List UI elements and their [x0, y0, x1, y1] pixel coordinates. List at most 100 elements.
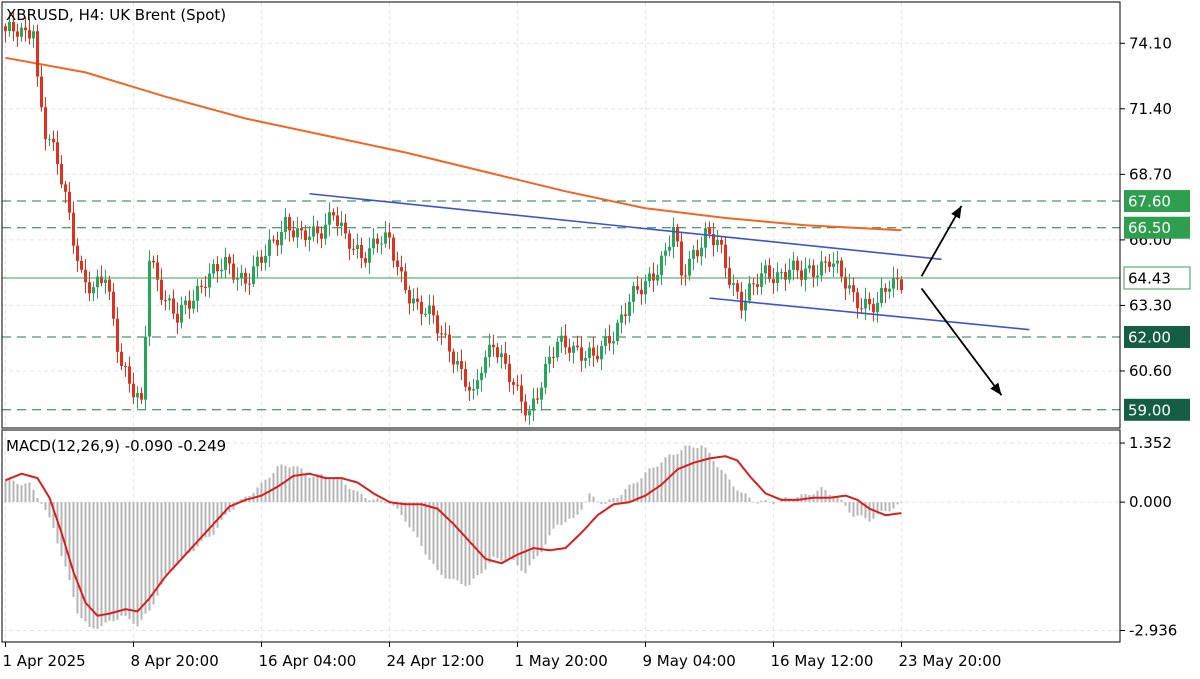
candle[interactable] [772, 267, 775, 294]
candle[interactable] [372, 228, 375, 255]
candle[interactable] [736, 279, 739, 300]
candle[interactable] [476, 369, 479, 396]
candle[interactable] [196, 279, 199, 313]
candle[interactable] [16, 23, 19, 47]
candle[interactable] [348, 229, 351, 261]
candle[interactable] [828, 254, 831, 273]
candle[interactable] [552, 347, 555, 369]
candle[interactable] [356, 233, 359, 259]
candle[interactable] [384, 221, 387, 248]
price-panel[interactable] [2, 10, 1120, 425]
candle[interactable] [632, 281, 635, 314]
candle[interactable] [532, 387, 535, 422]
candle[interactable] [184, 296, 187, 315]
candle[interactable] [324, 213, 327, 245]
candle[interactable] [160, 268, 163, 306]
candle[interactable] [116, 307, 119, 364]
candle[interactable] [684, 264, 687, 286]
candle[interactable] [620, 305, 623, 334]
candle[interactable] [104, 269, 107, 294]
candle[interactable] [124, 362, 127, 377]
candle[interactable] [24, 17, 27, 42]
candle[interactable] [32, 25, 35, 48]
candle[interactable] [212, 259, 215, 278]
candle[interactable] [844, 267, 847, 300]
candle[interactable] [540, 381, 543, 411]
candle[interactable] [72, 201, 75, 254]
candle[interactable] [132, 372, 135, 404]
candle[interactable] [100, 265, 103, 287]
candle[interactable] [368, 237, 371, 275]
candle[interactable] [84, 259, 87, 294]
candle[interactable] [824, 256, 827, 273]
candle[interactable] [428, 294, 431, 325]
candle[interactable] [176, 302, 179, 335]
candle[interactable] [756, 273, 759, 295]
candle[interactable] [848, 273, 851, 295]
candle[interactable] [268, 229, 271, 267]
candle[interactable] [308, 226, 311, 252]
candle[interactable] [344, 214, 347, 239]
candle[interactable] [408, 285, 411, 315]
candle[interactable] [612, 331, 615, 355]
candle[interactable] [300, 220, 303, 240]
candle[interactable] [876, 291, 879, 323]
candle[interactable] [660, 251, 663, 285]
candle[interactable] [252, 255, 255, 287]
candle[interactable] [456, 351, 459, 372]
candle[interactable] [664, 242, 667, 266]
candle[interactable] [692, 245, 695, 271]
candle[interactable] [228, 253, 231, 275]
candle[interactable] [40, 65, 43, 112]
candle[interactable] [556, 338, 559, 362]
candle[interactable] [216, 256, 219, 283]
candle[interactable] [304, 225, 307, 247]
candle[interactable] [492, 334, 495, 357]
candle[interactable] [244, 268, 247, 292]
candle[interactable] [584, 351, 587, 369]
candle[interactable] [340, 211, 343, 236]
candle[interactable] [204, 275, 207, 297]
candle[interactable] [764, 259, 767, 285]
candle[interactable] [140, 387, 143, 405]
candle[interactable] [360, 237, 363, 269]
candle[interactable] [748, 276, 751, 304]
candle[interactable] [852, 277, 855, 302]
candle[interactable] [716, 229, 719, 253]
candle[interactable] [276, 231, 279, 257]
candle[interactable] [168, 295, 171, 311]
candle[interactable] [776, 262, 779, 292]
candle[interactable] [316, 220, 319, 244]
candle[interactable] [388, 222, 391, 249]
candle[interactable] [256, 250, 259, 278]
candle[interactable] [240, 265, 243, 287]
candle[interactable] [468, 381, 471, 401]
candle[interactable] [164, 290, 167, 311]
candle[interactable] [136, 386, 139, 409]
candle[interactable] [460, 349, 463, 381]
candle[interactable] [452, 348, 455, 374]
candle[interactable] [728, 256, 731, 289]
candle[interactable] [28, 19, 31, 45]
candle[interactable] [696, 239, 699, 263]
candle[interactable] [500, 345, 503, 369]
candle[interactable] [704, 222, 707, 258]
candle[interactable] [296, 216, 299, 248]
candle[interactable] [752, 277, 755, 296]
candle[interactable] [484, 350, 487, 378]
candle[interactable] [592, 336, 595, 367]
macd-panel[interactable] [4, 445, 903, 629]
candle[interactable] [576, 335, 579, 351]
candle[interactable] [68, 182, 71, 221]
candle[interactable] [272, 235, 275, 244]
candle[interactable] [224, 247, 227, 279]
candle[interactable] [712, 222, 715, 257]
candle[interactable] [284, 208, 287, 240]
candle[interactable] [588, 341, 591, 366]
candle[interactable] [528, 405, 531, 425]
candle[interactable] [720, 235, 723, 254]
candle[interactable] [724, 236, 727, 279]
candle[interactable] [560, 326, 563, 354]
candle[interactable] [856, 287, 859, 319]
candle[interactable] [804, 257, 807, 292]
